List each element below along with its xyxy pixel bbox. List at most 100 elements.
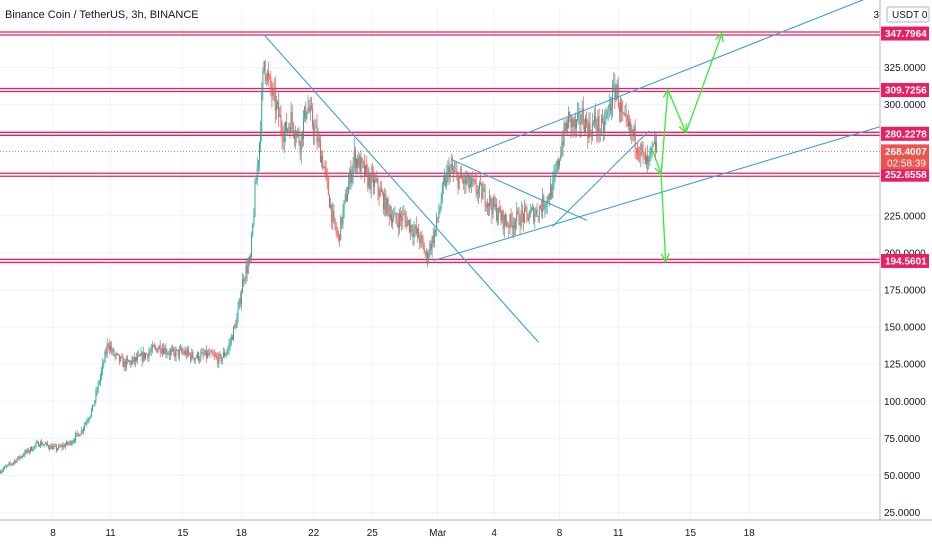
candle-body: [18, 456, 20, 459]
candle-body: [647, 156, 649, 163]
candle-body: [313, 125, 315, 135]
y-tick-label: 175.0000: [884, 285, 926, 296]
projection-arrowhead: [654, 165, 663, 176]
candle-body: [20, 456, 22, 458]
candle-body: [198, 352, 200, 361]
candle-body: [54, 445, 56, 447]
candle-body: [134, 357, 136, 362]
candle-body: [268, 72, 269, 77]
candle-body: [178, 349, 180, 357]
candle-body: [440, 200, 442, 209]
candle-body: [51, 445, 53, 450]
x-tick-label: 15: [685, 528, 697, 539]
candle-body: [643, 152, 645, 154]
candle-body: [203, 354, 205, 356]
candle-body: [571, 118, 573, 128]
candle-body: [147, 353, 149, 358]
candle-body: [521, 210, 523, 214]
candle-body: [351, 172, 353, 183]
candle-body: [397, 222, 399, 228]
candle-body: [9, 463, 11, 465]
candle-body: [625, 114, 627, 117]
candle-body: [393, 214, 395, 219]
candle-body: [534, 214, 536, 222]
candle-body: [48, 445, 49, 448]
candle-body: [95, 391, 97, 401]
candle-body: [458, 177, 460, 189]
candle-body: [64, 444, 66, 448]
candle-body: [305, 106, 307, 119]
candle-body: [234, 325, 236, 327]
candle-body: [130, 361, 132, 365]
candle-body: [330, 204, 332, 208]
candle-body: [541, 208, 542, 212]
candle-body: [525, 207, 527, 209]
candle-body: [34, 445, 36, 447]
candle-body: [104, 351, 106, 363]
candle-body: [291, 112, 293, 124]
candle-body: [335, 227, 337, 233]
candle-body: [382, 192, 383, 194]
candle-body: [449, 167, 451, 178]
candle-body: [200, 353, 202, 360]
candle-body: [151, 345, 153, 350]
candle-body: [622, 111, 624, 114]
candle-body: [295, 137, 297, 139]
candle-body: [220, 355, 222, 362]
candle-body: [490, 196, 492, 206]
candle-body: [424, 253, 426, 255]
candle-body: [173, 348, 175, 352]
candle-body: [476, 191, 478, 195]
candle-body: [58, 445, 60, 449]
candle-body: [210, 351, 212, 353]
candle-body: [298, 131, 300, 144]
candle-body: [252, 224, 254, 236]
candle-body: [219, 354, 221, 356]
candle-body: [156, 348, 158, 353]
candle-body: [282, 137, 284, 142]
candle-body: [99, 376, 101, 383]
candle-body: [36, 442, 38, 444]
candle-body: [618, 107, 620, 112]
candle-body: [208, 352, 210, 355]
candle-body: [594, 115, 596, 123]
candle-body: [19, 456, 21, 459]
candle-body: [235, 325, 237, 328]
candle-body: [456, 170, 458, 174]
candle-body: [415, 225, 417, 234]
candle-body: [190, 354, 192, 360]
candle-body: [332, 210, 334, 222]
candle-body: [563, 123, 565, 146]
candle-body: [387, 198, 389, 207]
candle-body: [336, 232, 338, 234]
candle-body: [300, 131, 302, 153]
candle-body: [342, 210, 344, 225]
chart-title: Binance Coin / TetherUS, 3h, BINANCE: [5, 9, 199, 21]
candle-body: [239, 298, 241, 304]
candle-body: [191, 351, 193, 360]
candle-body: [379, 189, 381, 197]
candle-body: [529, 210, 531, 218]
candle-body: [468, 174, 470, 187]
candle-body: [554, 170, 556, 176]
countdown-label: 02:58:39: [887, 158, 926, 169]
candle-body: [444, 178, 445, 182]
candle-body: [369, 174, 371, 189]
candle-body: [648, 156, 650, 163]
candle-body: [570, 114, 572, 128]
candle-body: [32, 449, 34, 451]
candle-body: [367, 169, 369, 187]
candle-body: [112, 349, 114, 352]
candle-body: [447, 166, 449, 172]
candle-body: [638, 154, 640, 156]
candle-body: [254, 183, 256, 217]
candle-body: [497, 217, 498, 221]
candle-body: [445, 178, 447, 186]
projection-down: [660, 173, 667, 263]
candle-body: [321, 156, 322, 163]
candle-body: [489, 196, 491, 207]
candle-body: [114, 354, 116, 356]
candle-body: [240, 293, 242, 304]
